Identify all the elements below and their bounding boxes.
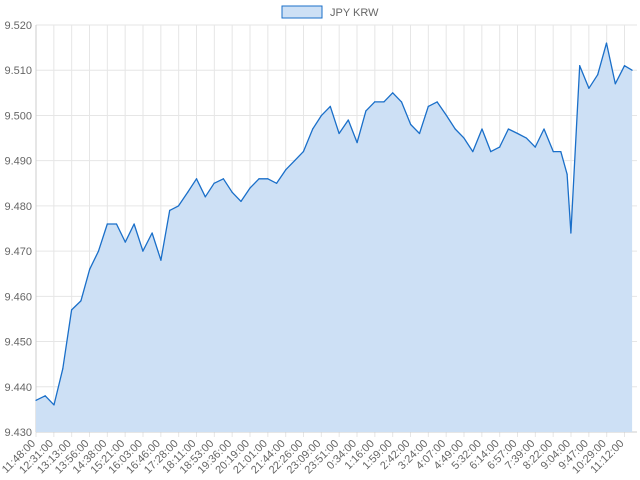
legend-label[interactable]: JPY KRW [330,7,379,19]
data-point [115,223,118,225]
data-point [454,128,456,130]
plot-area [35,42,633,432]
legend-swatch[interactable] [281,5,323,19]
data-point [543,128,545,130]
data-point [614,83,616,85]
data-point [177,205,180,207]
data-point [124,241,126,243]
y-tick-label: 9.440 [4,382,32,394]
y-tick-label: 9.470 [4,246,32,258]
data-point [160,259,162,261]
data-point [320,114,323,117]
data-point [294,160,296,162]
data-point [605,42,608,44]
data-point [445,114,447,117]
data-point [240,200,242,202]
data-point [285,169,287,171]
data-point [534,146,536,148]
data-point [35,399,37,401]
legend[interactable]: JPY KRW [281,5,379,19]
series-area [36,43,633,432]
data-point [142,250,144,252]
data-point [231,191,233,193]
y-axis: 9.430 9.440 9.450 9.460 9.470 9.480 9.490 9.500… [4,20,37,439]
data-point [507,128,510,130]
data-point [566,173,568,175]
data-point [570,232,572,234]
y-tick-label: 9.480 [4,201,32,213]
data-point [62,368,64,370]
data-point [302,151,305,153]
data-point [312,128,314,130]
data-point [597,74,599,76]
data-point [517,132,519,135]
data-point [631,69,633,71]
data-point [106,223,108,225]
y-tick-label: 9.490 [4,156,32,168]
data-point [472,151,474,153]
y-tick-label: 9.510 [4,65,32,77]
data-point [588,87,590,89]
data-point [187,191,189,193]
data-point [222,178,224,180]
y-tick-label: 9.430 [4,427,32,439]
data-point [579,65,581,67]
data-point [169,209,171,212]
data-point [195,178,198,180]
data-point [499,146,501,148]
data-point [560,151,562,153]
data-point [436,101,438,103]
data-point [410,123,412,126]
data-point [258,178,260,180]
x-axis: 11:48:0012:31:0013:13:0013:56:0014:38:00… [0,431,637,476]
data-point [53,404,55,406]
data-point [213,182,215,184]
data-point [338,132,340,135]
data-point [552,151,554,153]
data-point [267,178,269,180]
data-point [249,187,251,189]
data-point [97,250,100,252]
y-tick-label: 9.450 [4,337,32,349]
data-point [418,132,421,135]
data-point [204,196,206,198]
data-point [392,92,394,94]
data-point [623,65,626,67]
data-point [151,232,153,234]
data-point [383,101,385,103]
data-point [89,268,91,270]
y-tick-label: 9.520 [4,20,32,32]
y-tick-label: 9.460 [4,291,32,303]
data-point [133,223,135,225]
data-point [490,151,492,153]
data-point [525,137,528,139]
data-point [365,110,367,112]
data-point [44,395,46,397]
data-point [347,119,349,121]
data-point [481,128,483,130]
y-tick-label: 9.500 [4,110,32,122]
data-point [329,105,331,107]
data-point [71,309,73,311]
data-point [427,105,429,107]
data-point [80,300,82,302]
data-point [356,141,358,144]
data-point [374,101,376,103]
data-point [400,101,403,103]
data-point [463,137,465,139]
data-point [276,182,278,184]
